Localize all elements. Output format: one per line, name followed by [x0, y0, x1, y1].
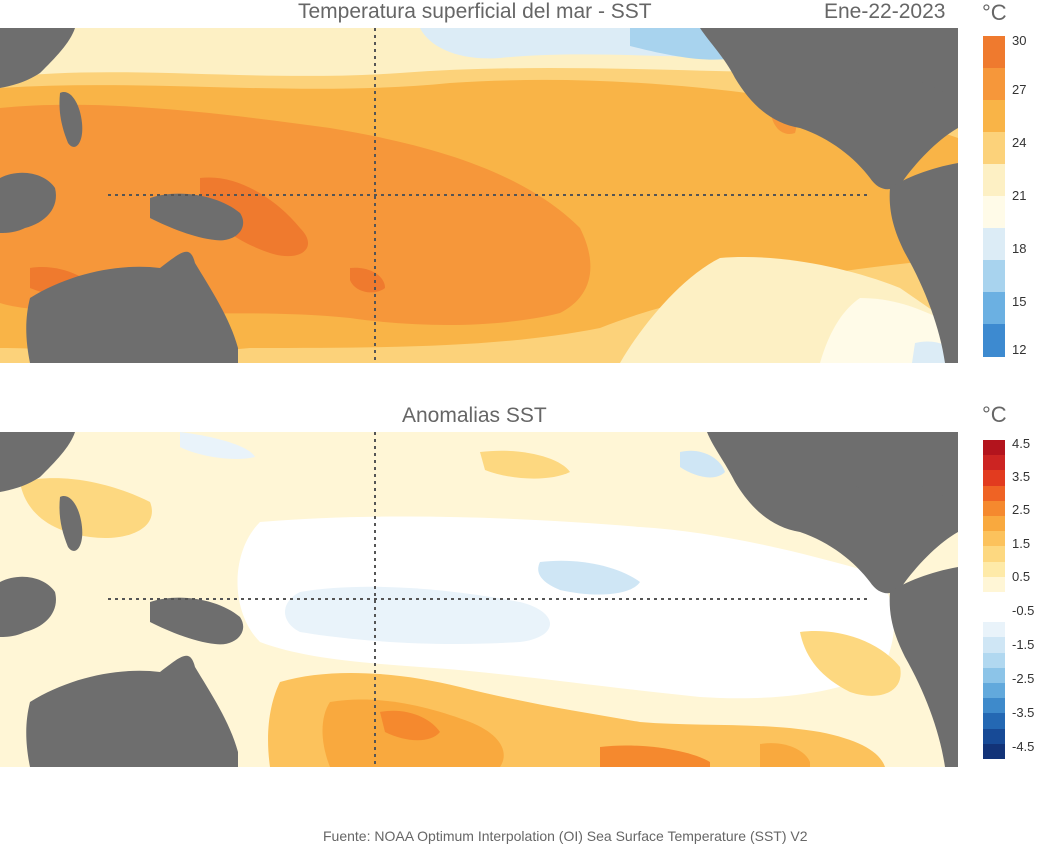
colorbar-tick-label: 30 — [1012, 33, 1027, 48]
colorbar-segment — [983, 728, 1005, 745]
colorbar-segment — [983, 440, 1005, 456]
anomaly-map — [0, 432, 958, 767]
colorbar-segment — [983, 455, 1005, 471]
colorbar-segment — [983, 683, 1005, 699]
colorbar-segment — [983, 324, 1005, 357]
colorbar-segment — [983, 164, 1005, 197]
colorbar-tick-label: 0.5 — [1012, 569, 1031, 584]
colorbar-segment — [983, 698, 1005, 714]
colorbar-tick-label: 18 — [1012, 241, 1027, 256]
colorbar-segment — [983, 470, 1005, 487]
anomaly-unit-label: °C — [982, 402, 1007, 427]
source-credit: Fuente: NOAA Optimum Interpolation (OI) … — [323, 828, 808, 844]
colorbar-segment — [983, 531, 1005, 547]
colorbar-segment — [983, 667, 1005, 684]
colorbar-segment — [983, 515, 1005, 532]
colorbar-segment — [983, 622, 1005, 638]
colorbar-tick-label: 12 — [1012, 342, 1027, 357]
sst-map-title: Temperatura superficial del mar - SST — [298, 0, 652, 23]
colorbar-tick-label: 1.5 — [1012, 536, 1031, 551]
sst-unit-label: °C — [982, 0, 1007, 25]
colorbar-segment — [983, 561, 1005, 578]
colorbar-tick-label: -0.5 — [1012, 603, 1035, 618]
colorbar-tick-label: 15 — [1012, 294, 1027, 309]
sst-colorbar — [983, 36, 1005, 357]
sst-map — [0, 28, 958, 363]
colorbar-tick-label: 27 — [1012, 82, 1027, 97]
colorbar-segment — [983, 228, 1005, 261]
colorbar-tick-label: 2.5 — [1012, 502, 1031, 517]
colorbar-tick-label: 24 — [1012, 135, 1027, 150]
anomaly-colorbar — [983, 440, 1005, 760]
colorbar-segment — [983, 292, 1005, 325]
colorbar-segment — [983, 576, 1005, 593]
colorbar-segment — [983, 546, 1005, 563]
colorbar-segment — [983, 652, 1005, 669]
colorbar-tick-label: -2.5 — [1012, 671, 1035, 686]
colorbar-segment — [983, 68, 1005, 101]
colorbar-tick-label: 3.5 — [1012, 469, 1031, 484]
colorbar-segment — [983, 637, 1005, 654]
date-label: Ene-22-2023 — [824, 0, 946, 23]
colorbar-tick-label: 21 — [1012, 188, 1027, 203]
colorbar-tick-label: -1.5 — [1012, 637, 1035, 652]
colorbar-segment — [983, 743, 1005, 760]
anomaly-map-title: Anomalias SST — [402, 404, 547, 427]
colorbar-tick-label: -4.5 — [1012, 739, 1035, 754]
colorbar-segment — [983, 196, 1005, 229]
colorbar-tick-label: 4.5 — [1012, 436, 1031, 451]
colorbar-segment — [983, 485, 1005, 502]
colorbar-segment — [983, 607, 1005, 623]
colorbar-segment — [983, 260, 1005, 293]
colorbar-segment — [983, 36, 1005, 69]
colorbar-segment — [983, 591, 1005, 608]
colorbar-segment — [983, 713, 1005, 730]
colorbar-segment — [983, 132, 1005, 165]
colorbar-tick-label: -3.5 — [1012, 705, 1035, 720]
colorbar-segment — [983, 100, 1005, 133]
colorbar-segment — [983, 500, 1005, 517]
